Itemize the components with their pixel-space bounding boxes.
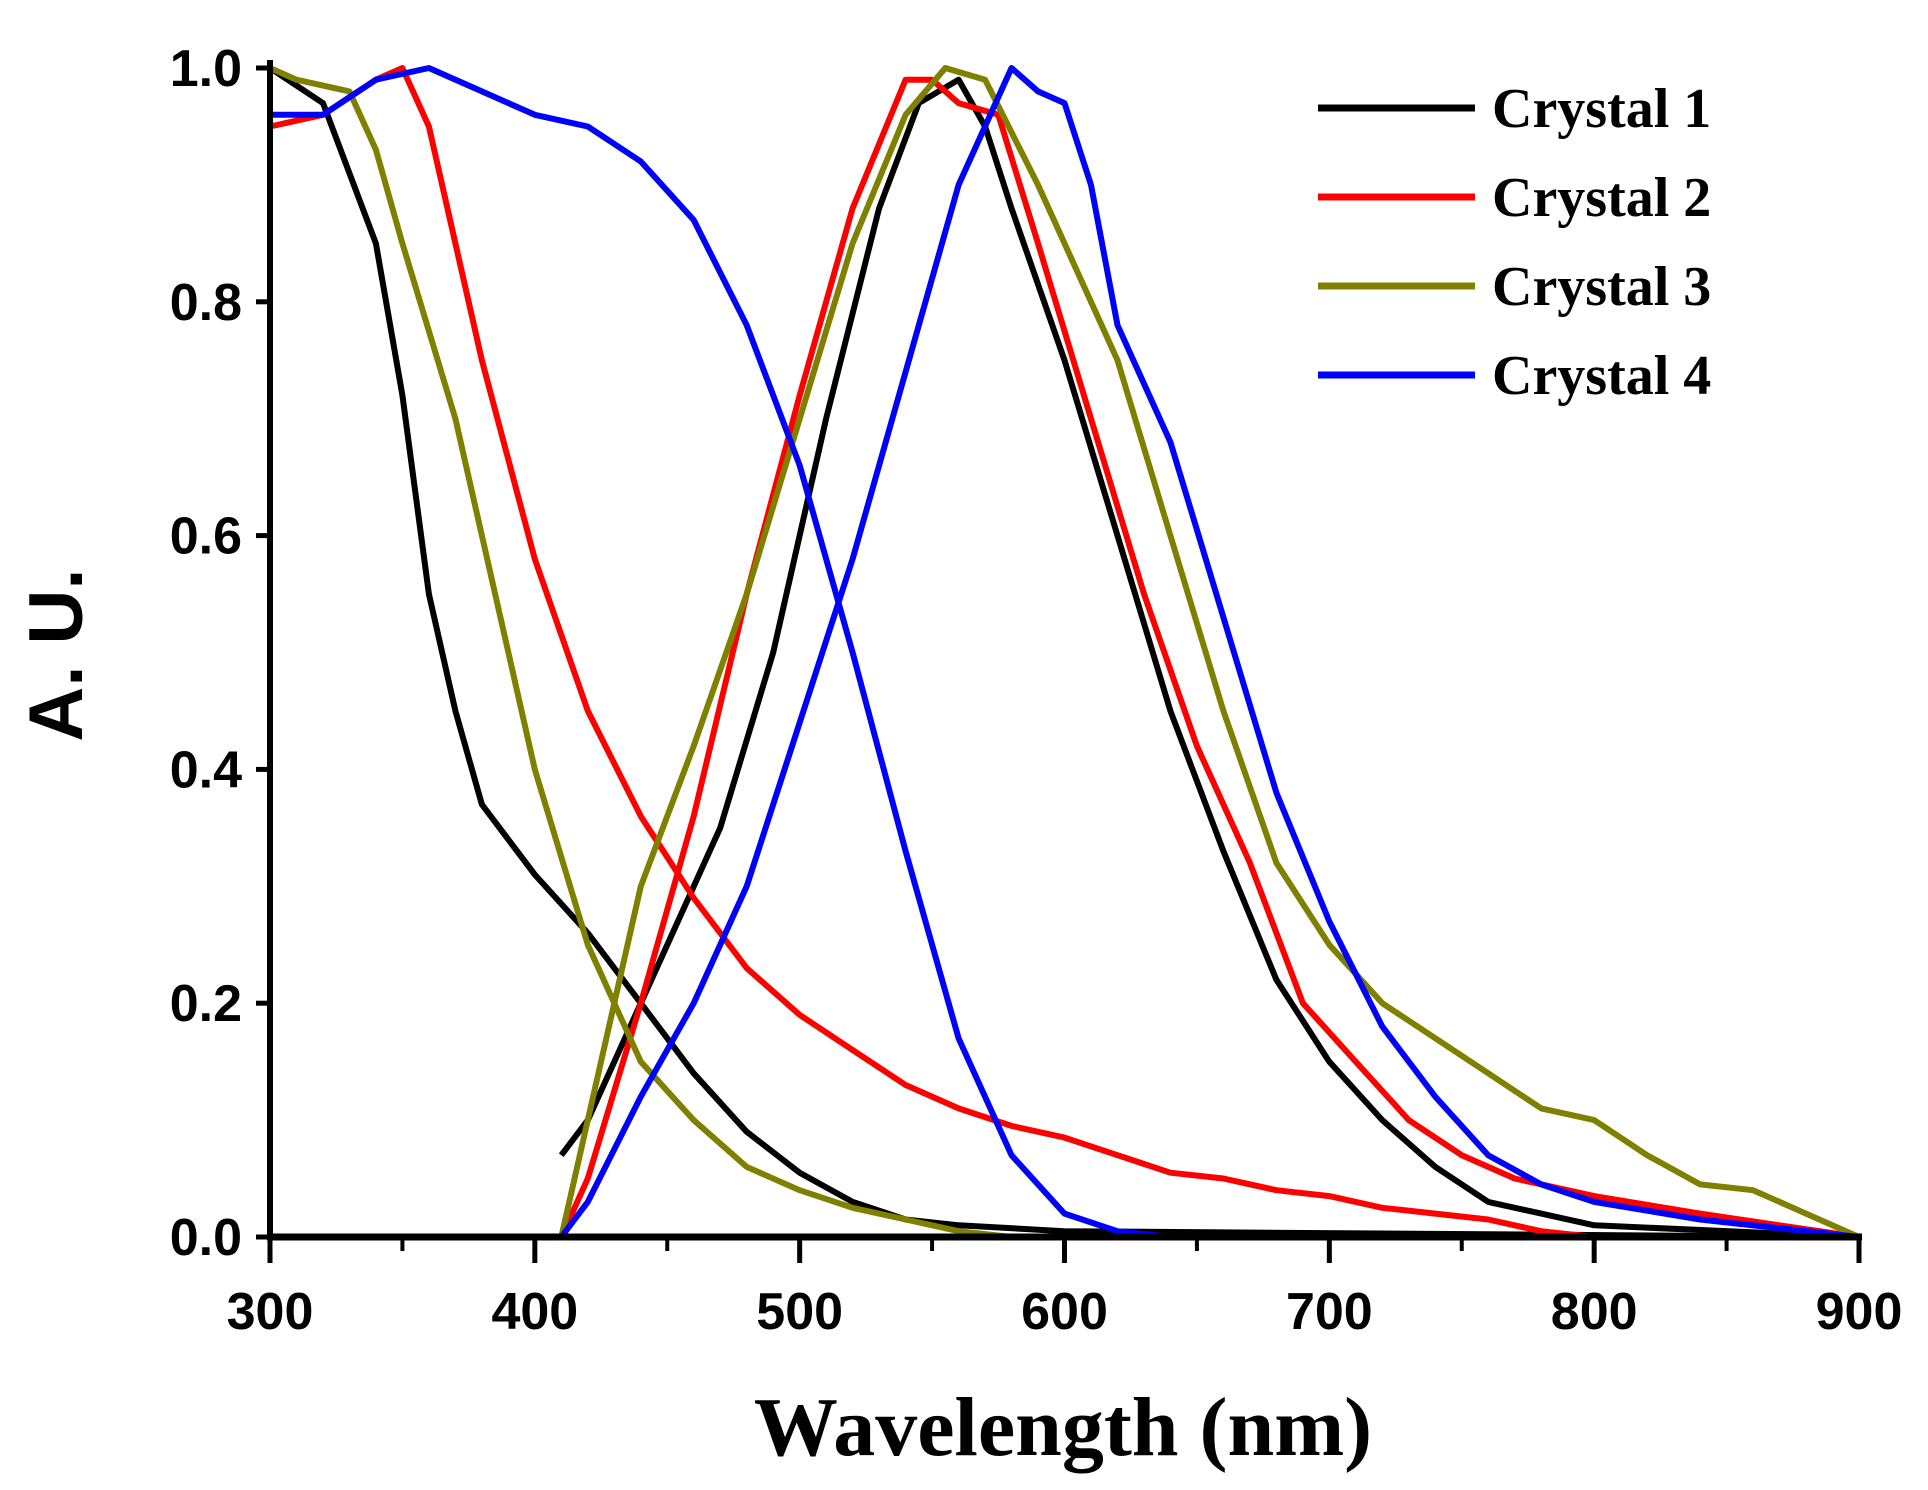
axes: 300 400 500 600 700 800 900 0.0 0.2 0.4 0.6 0.8 1.0 bbox=[170, 40, 1903, 1341]
series-line-crystal-4-absorption bbox=[270, 65, 1171, 1240]
series-group bbox=[268, 65, 1861, 1240]
y-axis-label: A. U. bbox=[14, 568, 99, 741]
legend-label-crystal-1: Crystal 1 bbox=[1492, 78, 1711, 140]
legend: Crystal 1 Crystal 2 Crystal 3 Crystal 4 bbox=[1318, 78, 1711, 407]
x-tick-label: 600 bbox=[1021, 1283, 1108, 1341]
series-line-crystal-2-absorption bbox=[269, 65, 1595, 1240]
x-tick-label: 400 bbox=[491, 1283, 578, 1341]
x-tick-label: 300 bbox=[227, 1283, 314, 1341]
series-line-crystal-1-emission bbox=[558, 76, 1860, 1240]
series-line-crystal-3-absorption bbox=[268, 65, 1012, 1240]
x-tick-label: 800 bbox=[1551, 1283, 1638, 1341]
legend-label-crystal-4: Crystal 4 bbox=[1492, 345, 1711, 407]
series-line-crystal-4-emission bbox=[558, 65, 1860, 1240]
x-tick-label: 500 bbox=[756, 1283, 843, 1341]
legend-label-crystal-2: Crystal 2 bbox=[1492, 167, 1711, 229]
y-tick-label: 0.2 bbox=[170, 975, 242, 1033]
y-tick-label: 0.6 bbox=[170, 508, 242, 566]
y-tick-label: 0.4 bbox=[170, 741, 242, 799]
x-tick-label: 900 bbox=[1816, 1283, 1903, 1341]
y-tick-label: 0.8 bbox=[170, 274, 242, 332]
legend-label-crystal-3: Crystal 3 bbox=[1492, 256, 1711, 318]
x-axis-label: Wavelength (nm) bbox=[754, 1381, 1372, 1474]
y-tick-label: 1.0 bbox=[170, 40, 242, 98]
y-tick-label: 0.0 bbox=[170, 1209, 242, 1267]
x-tick-label: 700 bbox=[1286, 1283, 1373, 1341]
series-line-crystal-3-emission bbox=[558, 65, 1861, 1240]
